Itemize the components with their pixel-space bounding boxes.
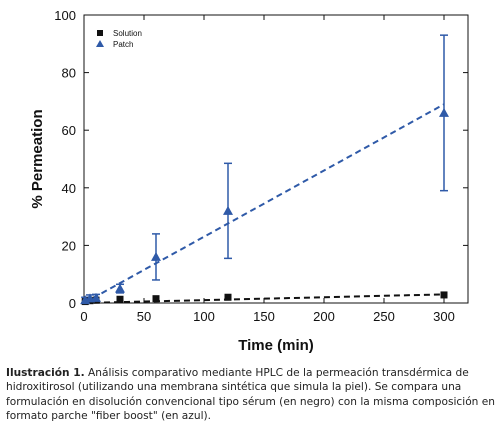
x-tick-label: 200	[313, 309, 335, 324]
data-points	[80, 107, 449, 306]
patch-point	[223, 205, 233, 215]
solution-point	[224, 293, 232, 301]
patch-trend-line	[83, 103, 445, 304]
patch-point	[115, 283, 125, 293]
error-bars	[81, 34, 448, 304]
solution-point	[440, 291, 448, 299]
y-tick-label: 20	[62, 238, 76, 253]
x-tick-label: 150	[253, 309, 275, 324]
solution-point	[152, 295, 160, 303]
patch-legend-label: Patch	[113, 40, 133, 49]
y-tick-label: 80	[62, 66, 76, 81]
y-axis-label: % Permeation	[29, 109, 46, 208]
solution-legend-marker	[97, 30, 103, 36]
permeation-chart: 0 50 100 150 200 250 300 0 20 40 60 80 100 Solution P…	[29, 8, 469, 354]
x-tick-label: 300	[433, 309, 455, 324]
solution-point	[116, 295, 124, 303]
y-tick-label: 60	[62, 123, 76, 138]
caption-label: Ilustración 1.	[6, 367, 85, 379]
solution-legend-label: Solution	[113, 29, 142, 38]
patch-point	[151, 251, 161, 261]
patch-point	[91, 292, 101, 302]
x-tick-label: 0	[80, 309, 87, 324]
trend-lines	[83, 103, 445, 304]
x-tick-label: 50	[137, 309, 151, 324]
patch-legend-marker	[96, 40, 104, 47]
caption-text: Análisis comparativo mediante HPLC de la…	[6, 367, 495, 422]
chart-axes: 0 50 100 150 200 250 300 0 20 40 60 80 100	[54, 8, 469, 324]
legend: Solution Patch	[96, 29, 142, 49]
y-tick-label: 40	[62, 181, 76, 196]
y-tick-label: 0	[69, 296, 76, 311]
x-tick-label: 100	[193, 309, 215, 324]
figure-caption: Ilustración 1. Análisis comparativo medi…	[6, 366, 496, 423]
solution-trend-line	[83, 293, 445, 304]
x-axis-label: Time (min)	[238, 337, 314, 354]
x-tick-label: 250	[373, 309, 395, 324]
patch-point	[439, 107, 449, 117]
plot-frame	[83, 14, 469, 304]
y-tick-label: 100	[54, 8, 76, 23]
